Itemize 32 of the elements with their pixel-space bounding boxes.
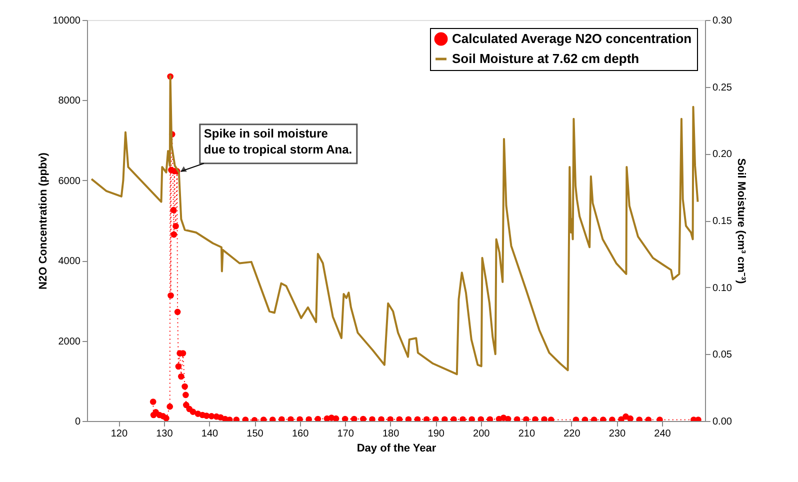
x-tick-label: 230 xyxy=(608,428,626,440)
y-tick-label: 2000 xyxy=(58,336,81,348)
x-tick-label: 150 xyxy=(246,428,264,440)
y2-tick-label: 0.15 xyxy=(712,216,732,227)
legend-label: Calculated Average N2O concentration xyxy=(452,31,692,46)
y2-tick-label: 0.05 xyxy=(712,350,732,361)
x-tick-label: 120 xyxy=(110,428,128,440)
y-axis-title: N2O Concentration (ppbv) xyxy=(38,152,50,290)
y-tick-label: 0 xyxy=(74,416,81,428)
y2-tick-label: 0.25 xyxy=(712,82,732,94)
x-tick-label: 220 xyxy=(564,428,581,440)
x-tick-label: 200 xyxy=(473,428,490,440)
y2-tick-label: 0.00 xyxy=(712,416,732,428)
x-tick-label: 180 xyxy=(382,428,400,440)
x-tick-label: 240 xyxy=(654,428,672,440)
y2-tick-label: 0.20 xyxy=(712,149,732,160)
y-tick-label: 8000 xyxy=(58,96,81,107)
legend-label: Soil Moisture at 7.62 cm depth xyxy=(452,51,640,66)
x-tick-label: 190 xyxy=(428,428,445,440)
x-axis-title: Day of the Year xyxy=(356,442,437,454)
y-tick-label: 4000 xyxy=(58,256,81,268)
y2-axis-title: Soil Moisture (cm³ cm⁻³) xyxy=(734,158,747,284)
x-tick-label: 140 xyxy=(201,428,219,440)
x-tick-label: 210 xyxy=(518,428,536,440)
y-tick-label: 10000 xyxy=(52,16,81,26)
x-tick-label: 170 xyxy=(337,428,354,440)
x-tick-label: 160 xyxy=(292,428,310,440)
y2-tick-label: 0.30 xyxy=(712,16,732,26)
y2-tick-label: 0.10 xyxy=(712,282,732,294)
x-tick-label: 130 xyxy=(156,428,174,440)
annotation: Spike in soil moisture due to tropical storm Ana. xyxy=(204,126,352,156)
y-tick-label: 6000 xyxy=(58,176,81,187)
